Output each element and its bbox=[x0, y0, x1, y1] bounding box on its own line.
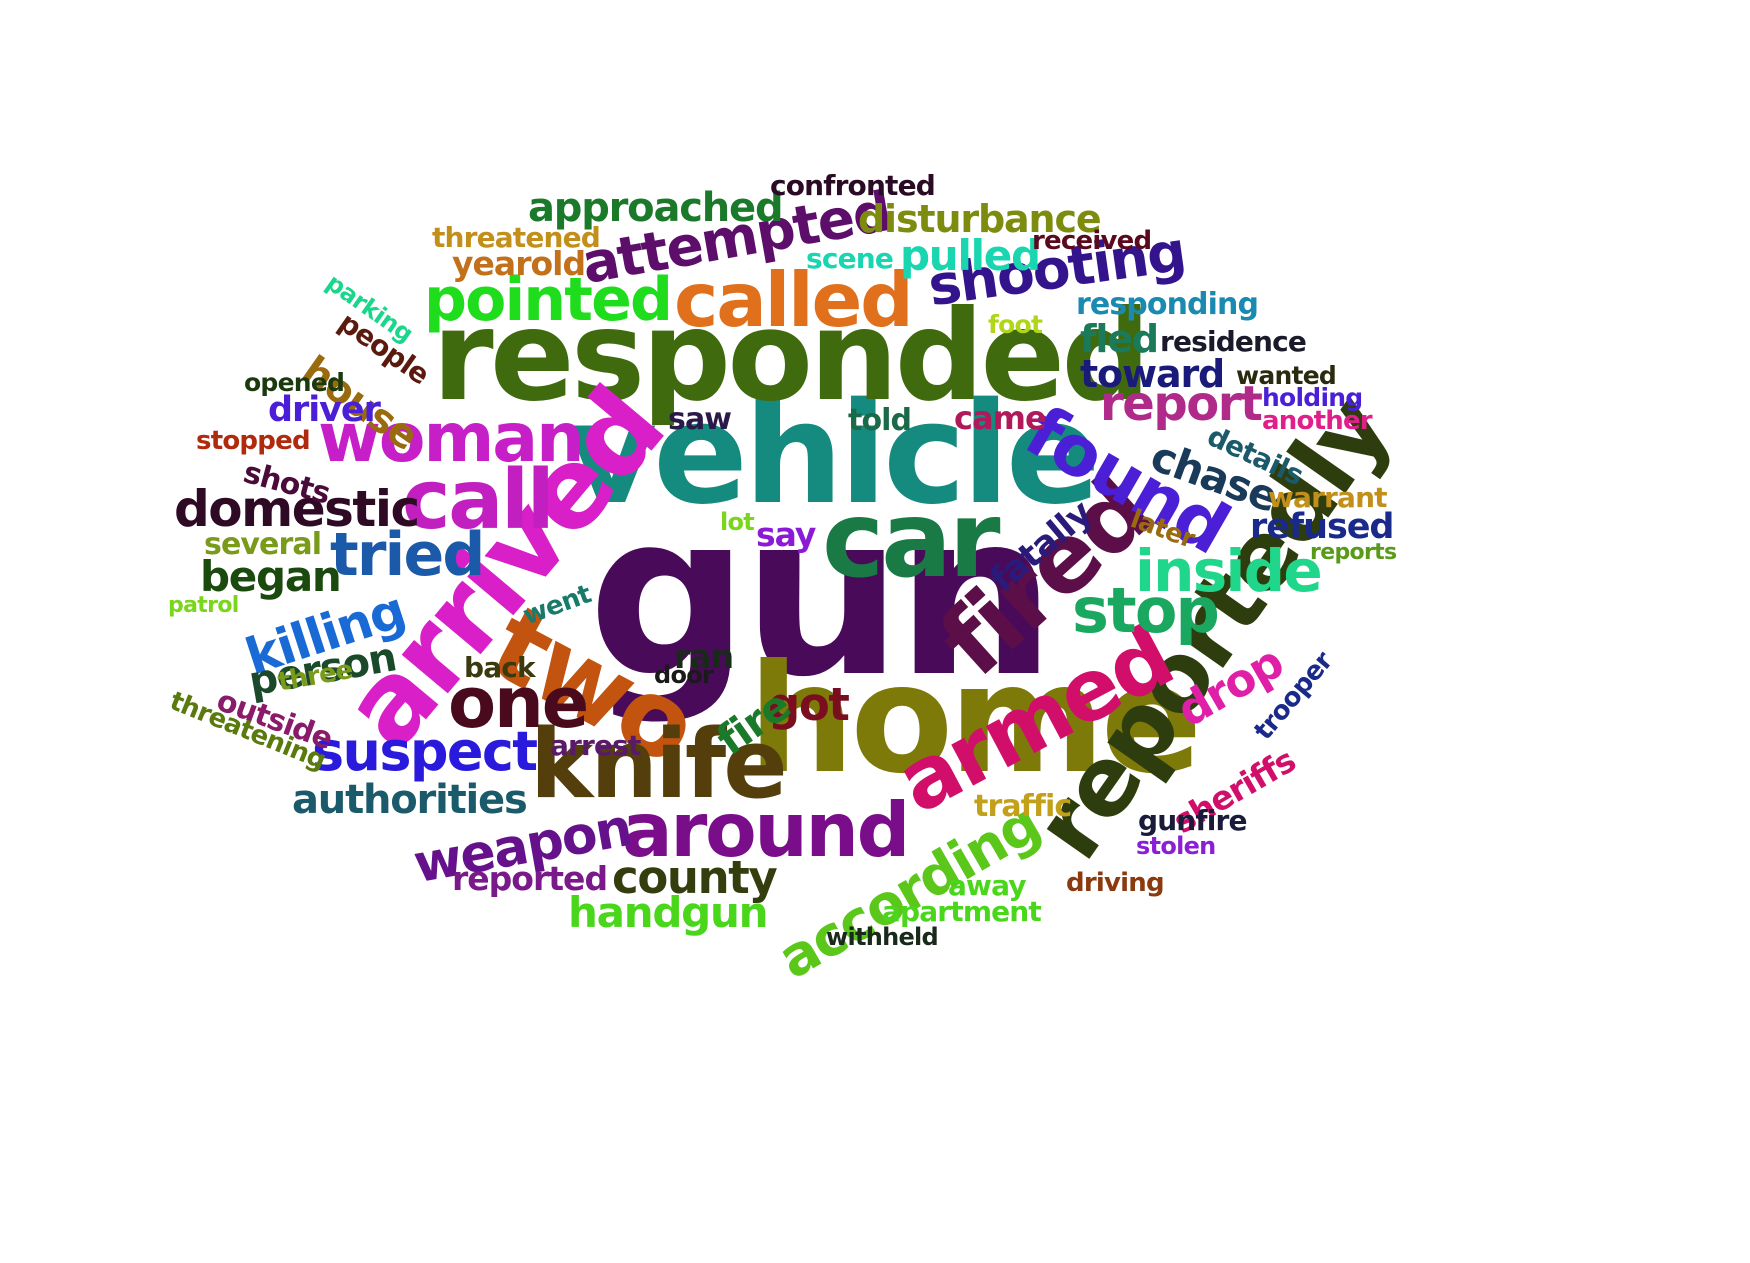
word-responded: responded bbox=[432, 284, 1151, 429]
word-holding: holding bbox=[1262, 383, 1363, 412]
word-back: back bbox=[464, 651, 536, 684]
word-stopped: stopped bbox=[196, 426, 311, 456]
word-away: away bbox=[948, 869, 1027, 902]
word-stop: stop bbox=[1072, 574, 1220, 647]
word-traffic: traffic bbox=[974, 789, 1072, 824]
word-domestic: domestic bbox=[174, 480, 420, 538]
word-authorities: authorities bbox=[292, 777, 528, 823]
word-yearold: yearold bbox=[452, 244, 586, 283]
word-tried: tried bbox=[330, 520, 485, 590]
word-got: got bbox=[768, 678, 850, 731]
word-patrol: patrol bbox=[168, 593, 239, 618]
word-scene: scene bbox=[806, 242, 894, 275]
word-toward: toward bbox=[1080, 352, 1225, 396]
word-another: another bbox=[1262, 406, 1373, 436]
word-fled: fled bbox=[1080, 317, 1159, 361]
word-gun: gun bbox=[588, 465, 1056, 727]
word-gunfire: gunfire bbox=[1138, 804, 1247, 837]
word-suspect: suspect bbox=[312, 720, 538, 783]
word-reported: reported bbox=[452, 859, 608, 898]
word-opened: opened bbox=[244, 368, 345, 397]
word-stolen: stolen bbox=[1136, 832, 1216, 860]
word-confronted: confronted bbox=[770, 169, 936, 202]
word-driver: driver bbox=[268, 390, 381, 430]
word-say: say bbox=[756, 515, 816, 554]
word-reports: reports bbox=[1310, 540, 1397, 565]
word-responding: responding bbox=[1076, 287, 1259, 322]
word-woman: woman bbox=[318, 399, 585, 478]
word-saw: saw bbox=[668, 402, 732, 437]
word-warrant: warrant bbox=[1268, 481, 1388, 514]
word-inside: inside bbox=[1135, 537, 1323, 605]
word-county: county bbox=[612, 851, 778, 904]
word-refused: refused bbox=[1250, 507, 1394, 547]
word-knife: knife bbox=[530, 710, 788, 820]
word-door: door bbox=[654, 661, 714, 689]
word-around: around bbox=[622, 786, 910, 874]
word-arrest: arrest bbox=[550, 729, 641, 762]
word-came: came bbox=[954, 399, 1047, 437]
word-approached: approached bbox=[528, 185, 784, 231]
word-lot: lot bbox=[720, 508, 755, 536]
word-vehicle: vehicle bbox=[566, 373, 1101, 536]
word-called: called bbox=[674, 256, 914, 344]
word-disturbance: disturbance bbox=[858, 197, 1102, 241]
word-pulled: pulled bbox=[900, 231, 1041, 280]
word-residence: residence bbox=[1160, 325, 1307, 358]
word-one: one bbox=[448, 662, 589, 744]
word-report: report bbox=[1100, 376, 1263, 432]
word-pointed: pointed bbox=[424, 265, 673, 335]
word-apartment: apartment bbox=[882, 895, 1042, 928]
word-received: received bbox=[1032, 226, 1152, 256]
word-foot: foot bbox=[988, 310, 1043, 339]
word-ran: ran bbox=[674, 637, 734, 676]
word-began: began bbox=[200, 552, 342, 601]
word-call: call bbox=[402, 453, 555, 548]
word-several: several bbox=[204, 527, 322, 562]
word-wanted: wanted bbox=[1236, 361, 1337, 390]
word-told: told bbox=[848, 403, 912, 438]
word-car: car bbox=[822, 479, 1001, 601]
word-handgun: handgun bbox=[568, 888, 769, 937]
word-withheld: withheld bbox=[826, 923, 939, 951]
word-home: home bbox=[748, 633, 1202, 807]
word-threatened: threatened bbox=[432, 221, 601, 254]
word-driving: driving bbox=[1066, 868, 1165, 898]
